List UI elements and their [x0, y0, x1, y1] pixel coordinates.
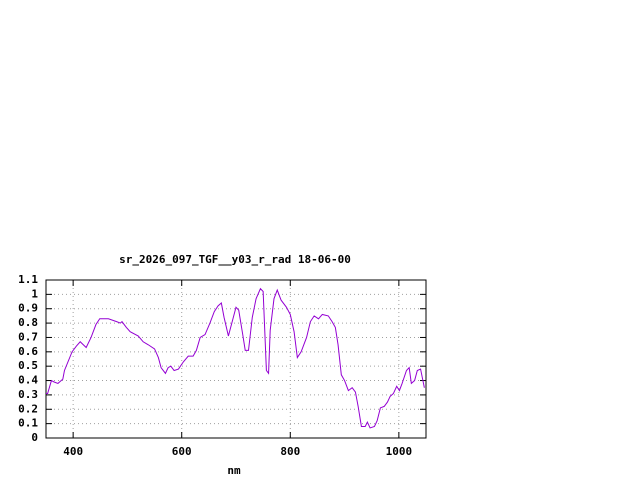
x-tick-label: 600 [172, 445, 192, 458]
y-tick-label: 0.8 [18, 316, 38, 329]
x-tick-label: 400 [63, 445, 83, 458]
chart-title: sr_2026_097_TGF__y03_r_rad 18-06-00 [119, 253, 351, 266]
y-tick-label: 1 [31, 287, 38, 300]
y-tick-label: 0.7 [18, 330, 38, 343]
y-tick-label: 0.3 [18, 388, 38, 401]
y-tick-label: 0.1 [18, 417, 38, 430]
x-tick-label: 800 [280, 445, 300, 458]
y-tick-label: 0.4 [18, 374, 38, 387]
y-tick-label: 0.5 [18, 359, 38, 372]
y-tick-label: 0 [31, 431, 38, 444]
data-line [46, 287, 425, 429]
x-tick-label: 1000 [386, 445, 413, 458]
plot-border [45, 279, 427, 439]
y-tick-label: 0.6 [18, 345, 38, 358]
y-tick-label: 1.1 [18, 273, 38, 286]
y-tick-label: 0.2 [18, 402, 38, 415]
y-tick-label: 0.9 [18, 302, 38, 315]
x-axis-label: nm [227, 464, 241, 477]
